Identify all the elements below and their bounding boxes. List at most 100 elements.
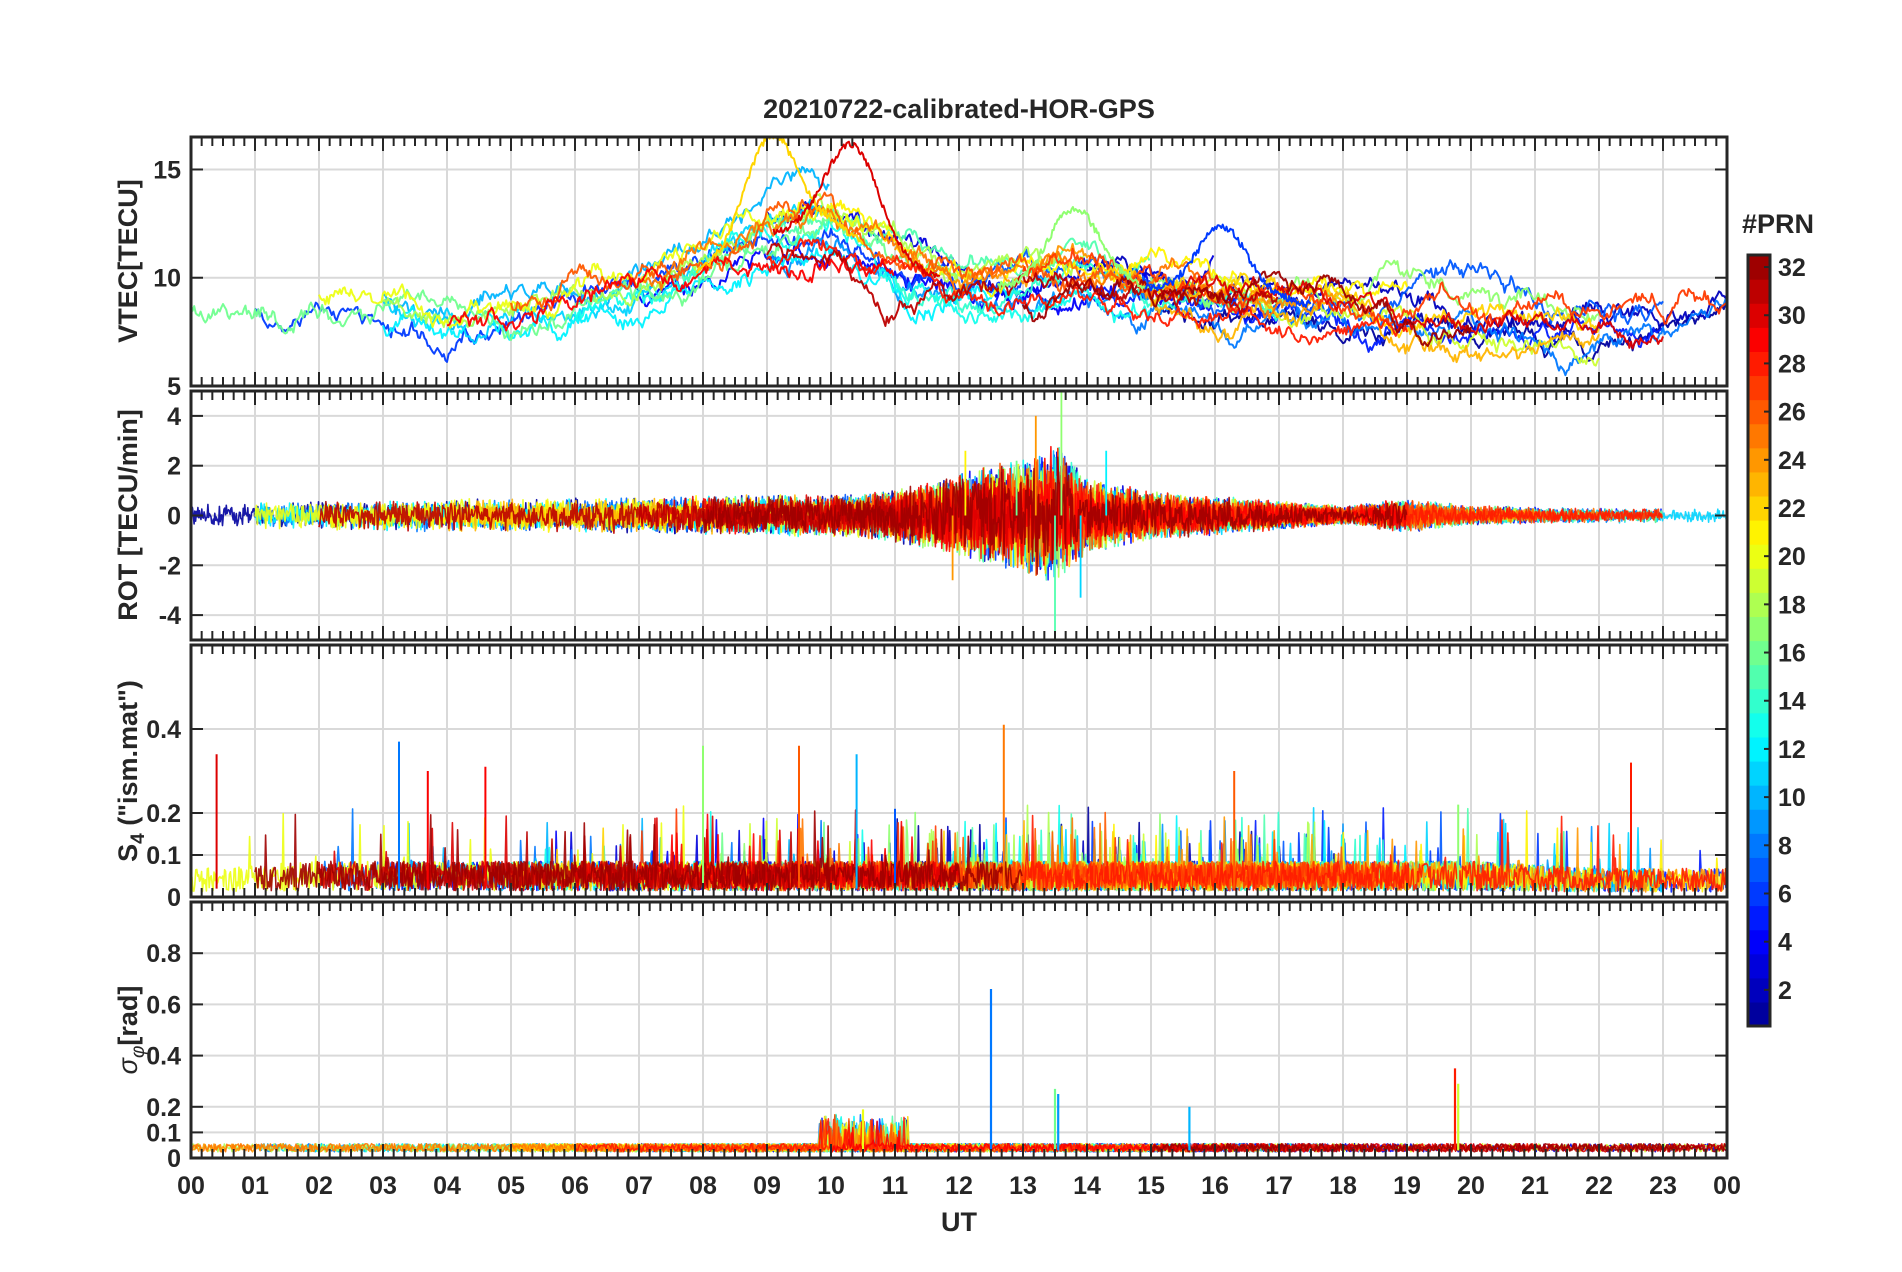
y-tick-label: 10 [153, 265, 181, 293]
colorbar-segment [1748, 977, 1770, 1003]
chart-title: 20210722-calibrated-HOR-GPS [763, 94, 1155, 124]
x-tick-label: 07 [625, 1172, 653, 1200]
colorbar-tick-label: 10 [1778, 784, 1806, 812]
y-tick-label: 0.2 [146, 800, 181, 828]
colorbar-segment [1748, 688, 1770, 714]
x-tick-label: 09 [753, 1172, 781, 1200]
colorbar-tick-label: 16 [1778, 640, 1806, 668]
y-tick-label: 5 [167, 373, 181, 401]
panel-rot-ticks: -4 -2 0 2 4 [159, 391, 1728, 640]
satellite-track [446, 255, 895, 332]
y-tick-label: 0.8 [146, 940, 181, 968]
colorbar-segment [1748, 544, 1770, 569]
s4-ylabel-sub: 4 [128, 833, 149, 844]
colorbar-tick-label: 28 [1778, 350, 1806, 378]
colorbar-segment [1748, 447, 1770, 473]
colorbar-segment [1748, 520, 1770, 545]
x-tick-label: 12 [945, 1172, 973, 1200]
x-tick-label: 23 [1649, 1172, 1677, 1200]
colorbar-segment [1748, 616, 1770, 642]
y-tick-label: 4 [167, 403, 181, 431]
x-tick-label: 20 [1457, 1172, 1485, 1200]
x-tick-label: 11 [882, 1172, 909, 1200]
panel-vtec-ticks: 5 10 15 [153, 137, 1728, 401]
colorbar-segment [1748, 423, 1770, 449]
x-tick-label: 00 [1713, 1172, 1741, 1200]
x-tick-label: 04 [433, 1172, 461, 1200]
y-tick-label: 0.4 [146, 1043, 181, 1071]
colorbar-segment [1748, 495, 1770, 521]
x-tick-label: 01 [241, 1172, 269, 1200]
colorbar-segment [1748, 471, 1770, 497]
sigma-ylabel-main: σ [113, 1056, 143, 1074]
satellite-track [1022, 814, 1727, 893]
colorbar-segment [1748, 664, 1770, 690]
satellite-track [695, 137, 864, 274]
satellite-track [996, 206, 1165, 291]
s4-ylabel-rest: ("ism.mat") [113, 680, 143, 833]
satellite-track [772, 140, 941, 279]
satellite-track [1150, 274, 1664, 350]
colorbar-tick-label: 4 [1778, 929, 1792, 957]
colorbar-frame [1746, 253, 1772, 1028]
colorbar-tick-label: 2 [1778, 977, 1792, 1005]
satellite-track [191, 217, 959, 341]
x-tick-label: 08 [689, 1172, 717, 1200]
y-tick-label: -4 [159, 602, 181, 630]
colorbar-segment [1748, 640, 1770, 666]
panel-s4-ticks: 0 0.1 0.2 0.4 [146, 645, 1728, 912]
panel-rot-ylabel: ROT [TECU/min] [113, 409, 143, 620]
colorbar-segment [1748, 351, 1770, 377]
satellite-track [1144, 223, 1312, 308]
x-tick-label: 15 [1137, 1172, 1165, 1200]
colorbar-segment [1748, 953, 1770, 979]
colorbar-tick-label: 22 [1778, 495, 1806, 523]
x-tick-labels: 00 01 02 03 04 05 06 07 08 09 10 11 12 13 14 15 16 17 18 19… [177, 1172, 1741, 1200]
satellite-track [382, 244, 1022, 342]
satellite-track [318, 494, 896, 540]
colorbar-tick-label: 20 [1778, 543, 1806, 571]
colorbar-tick-label: 30 [1778, 302, 1806, 330]
panel-sigma-ylabel: σφ[rad] [113, 986, 149, 1075]
y-tick-label: 0 [167, 884, 181, 912]
colorbar-tick-label: 12 [1778, 736, 1806, 764]
y-tick-label: 15 [153, 156, 181, 184]
colorbar-segment [1748, 833, 1770, 858]
x-tick-label: 10 [817, 1172, 845, 1200]
satellite-track [1150, 289, 1600, 364]
colorbar-segment [1748, 785, 1770, 810]
colorbar-segment [1748, 857, 1770, 883]
x-tick-label: 14 [1073, 1172, 1101, 1200]
colorbar-segment [1748, 592, 1770, 618]
y-tick-label: 0.4 [146, 716, 181, 744]
colorbar-tick-label: 18 [1778, 591, 1806, 619]
colorbar-tick-label: 32 [1778, 254, 1806, 282]
colorbar-segment [1748, 303, 1770, 328]
colorbar-segment [1748, 375, 1770, 401]
colorbar-tick-label: 14 [1778, 688, 1806, 716]
satellite-track [382, 831, 832, 892]
satellite-track [766, 237, 1408, 346]
tick-layer: 51015-4-202400.10.20.400.10.20.40.60.800… [146, 137, 1741, 1200]
colorbar-segment [1748, 905, 1770, 931]
x-tick-label: 16 [1201, 1172, 1229, 1200]
x-tick-label: 22 [1585, 1172, 1613, 1200]
y-tick-label: 0.1 [146, 842, 181, 870]
x-tick-label: 00 [177, 1172, 205, 1200]
colorbar-segment [1748, 279, 1770, 304]
x-tick-label: 21 [1521, 1172, 1549, 1200]
sigma-ylabel-sub: φ [128, 1046, 149, 1058]
colorbar-segment [1748, 327, 1770, 352]
colorbar-segment [1748, 399, 1770, 425]
x-tick-label: 19 [1393, 1172, 1421, 1200]
colorbar-segment [1748, 809, 1770, 834]
panel-vtec-ylabel: VTEC[TECU] [113, 179, 143, 343]
panel-vtec-series [191, 137, 1727, 377]
colorbar-segment [1748, 568, 1770, 593]
colorbar-segment [1748, 929, 1770, 955]
colorbar-segment [1748, 1001, 1770, 1027]
sigma-ylabel-rest: [rad] [113, 986, 143, 1046]
colorbar-segment [1748, 712, 1770, 738]
